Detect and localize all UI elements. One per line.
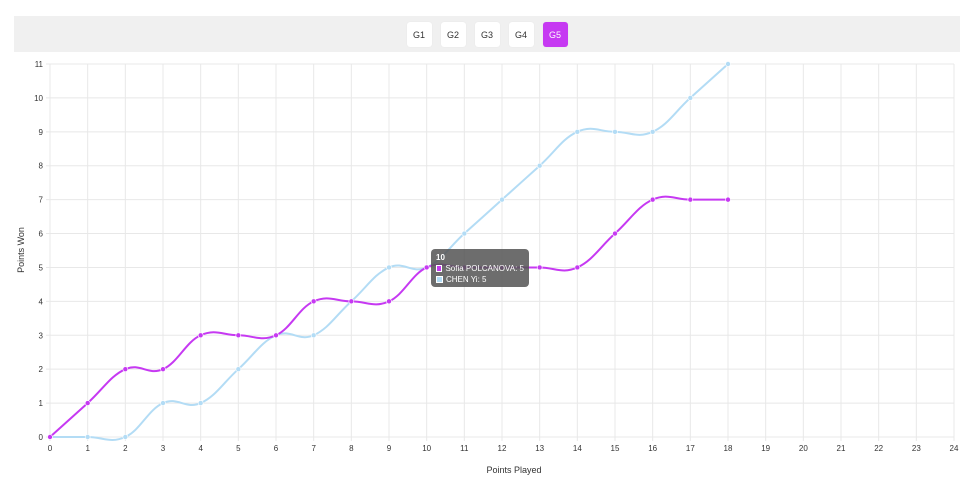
x-tick-label: 22	[874, 444, 883, 453]
data-point[interactable]	[197, 400, 204, 406]
y-tick-label: 5	[39, 263, 44, 272]
y-tick-labels: 0 1 2 3 4 5 6 7 8 9 10 11	[34, 60, 43, 442]
y-tick-label: 2	[39, 365, 44, 374]
tooltip-row-1: Sofia POLCANOVA: 5	[436, 263, 524, 274]
data-point[interactable]	[47, 434, 53, 440]
data-point[interactable]	[386, 264, 392, 271]
x-tick-label: 8	[349, 444, 354, 453]
y-tick-label: 3	[39, 331, 44, 340]
x-tick-label: 23	[912, 444, 921, 453]
x-tick-label: 21	[837, 444, 846, 453]
tooltip-swatch-2	[436, 276, 443, 283]
data-point[interactable]	[160, 366, 166, 372]
chart-series	[47, 61, 731, 441]
tooltip-swatch-1	[436, 265, 443, 272]
data-point[interactable]	[536, 162, 543, 169]
data-point[interactable]	[725, 196, 731, 203]
data-point[interactable]	[235, 366, 242, 372]
data-point[interactable]	[687, 95, 694, 101]
x-tick-label: 16	[648, 444, 657, 453]
data-point[interactable]	[84, 400, 91, 406]
data-point[interactable]	[574, 264, 581, 271]
data-point[interactable]	[122, 366, 129, 372]
y-axis-label: Points Won	[16, 227, 26, 273]
x-tick-label: 1	[85, 444, 90, 453]
tab-g3[interactable]: G3	[474, 22, 500, 47]
x-tick-label: 17	[686, 444, 695, 453]
x-tick-label: 7	[311, 444, 316, 453]
data-point[interactable]	[84, 434, 91, 440]
data-point[interactable]	[687, 196, 694, 203]
y-tick-label: 0	[39, 433, 44, 442]
tab-g4[interactable]: G4	[508, 22, 534, 47]
data-point[interactable]	[461, 230, 468, 237]
data-point[interactable]	[612, 230, 618, 237]
x-tick-label: 3	[161, 444, 166, 453]
x-tick-label: 9	[387, 444, 392, 453]
data-point[interactable]	[574, 129, 581, 135]
x-tick-label: 14	[573, 444, 582, 453]
data-point[interactable]	[310, 332, 317, 339]
chart-grid	[46, 63, 955, 441]
y-tick-label: 10	[34, 94, 43, 103]
x-tick-label: 5	[236, 444, 241, 453]
x-axis-label: Points Played	[486, 465, 541, 475]
tooltip-row-label: Sofia POLCANOVA: 5	[445, 264, 524, 273]
game-tab-bar: G1 G2 G3 G4 G5	[14, 16, 960, 52]
tooltip-row-label: CHEN Yi: 5	[446, 275, 487, 284]
data-point[interactable]	[122, 434, 129, 440]
x-tick-label: 2	[123, 444, 128, 453]
data-point[interactable]	[310, 298, 317, 305]
x-tick-label: 13	[535, 444, 544, 453]
data-point[interactable]	[348, 298, 355, 305]
y-tick-label: 9	[39, 128, 44, 137]
x-tick-label: 24	[950, 444, 959, 453]
tooltip-row-2: CHEN Yi: 5	[436, 274, 524, 285]
x-tick-label: 15	[611, 444, 620, 453]
data-point[interactable]	[499, 196, 505, 203]
y-tick-label: 7	[39, 196, 44, 205]
x-tick-label: 4	[198, 444, 203, 453]
x-tick-label: 19	[761, 444, 770, 453]
y-tick-label: 11	[35, 60, 44, 69]
data-point[interactable]	[612, 129, 618, 135]
data-point[interactable]	[649, 129, 656, 135]
data-point[interactable]	[197, 332, 204, 339]
tab-g1[interactable]: G1	[406, 22, 432, 47]
tooltip-title: 10	[436, 253, 445, 262]
y-tick-label: 8	[39, 162, 44, 171]
data-point[interactable]	[423, 264, 430, 271]
y-tick-label: 6	[39, 230, 44, 239]
x-tick-label: 10	[422, 444, 431, 453]
game-tabs: G1 G2 G3 G4 G5	[14, 22, 960, 47]
x-tick-label: 6	[274, 444, 279, 453]
x-tick-label: 12	[498, 444, 507, 453]
data-tooltip: 10 Sofia POLCANOVA: 5 CHEN Yi: 5	[431, 249, 529, 287]
x-tick-label: 18	[724, 444, 733, 453]
data-point[interactable]	[386, 298, 392, 305]
tab-g2[interactable]: G2	[440, 22, 466, 47]
x-tick-label: 0	[48, 444, 53, 453]
data-point[interactable]	[649, 196, 656, 203]
x-tick-labels: 0 1 2 3 4 5 6 7 8 9 10 11 12 13 14 15 16 17 18 19 20 21 22 23 24	[48, 444, 959, 453]
y-tick-label: 1	[39, 399, 44, 408]
data-point[interactable]	[536, 264, 543, 271]
x-tick-label: 20	[799, 444, 808, 453]
data-point[interactable]	[160, 400, 166, 406]
data-point[interactable]	[273, 332, 279, 339]
tab-g5[interactable]: G5	[542, 22, 568, 47]
series-1	[47, 195, 731, 440]
data-point[interactable]	[235, 332, 242, 339]
data-point[interactable]	[725, 61, 731, 67]
y-tick-label: 4	[39, 297, 44, 306]
x-tick-label: 11	[460, 444, 469, 453]
